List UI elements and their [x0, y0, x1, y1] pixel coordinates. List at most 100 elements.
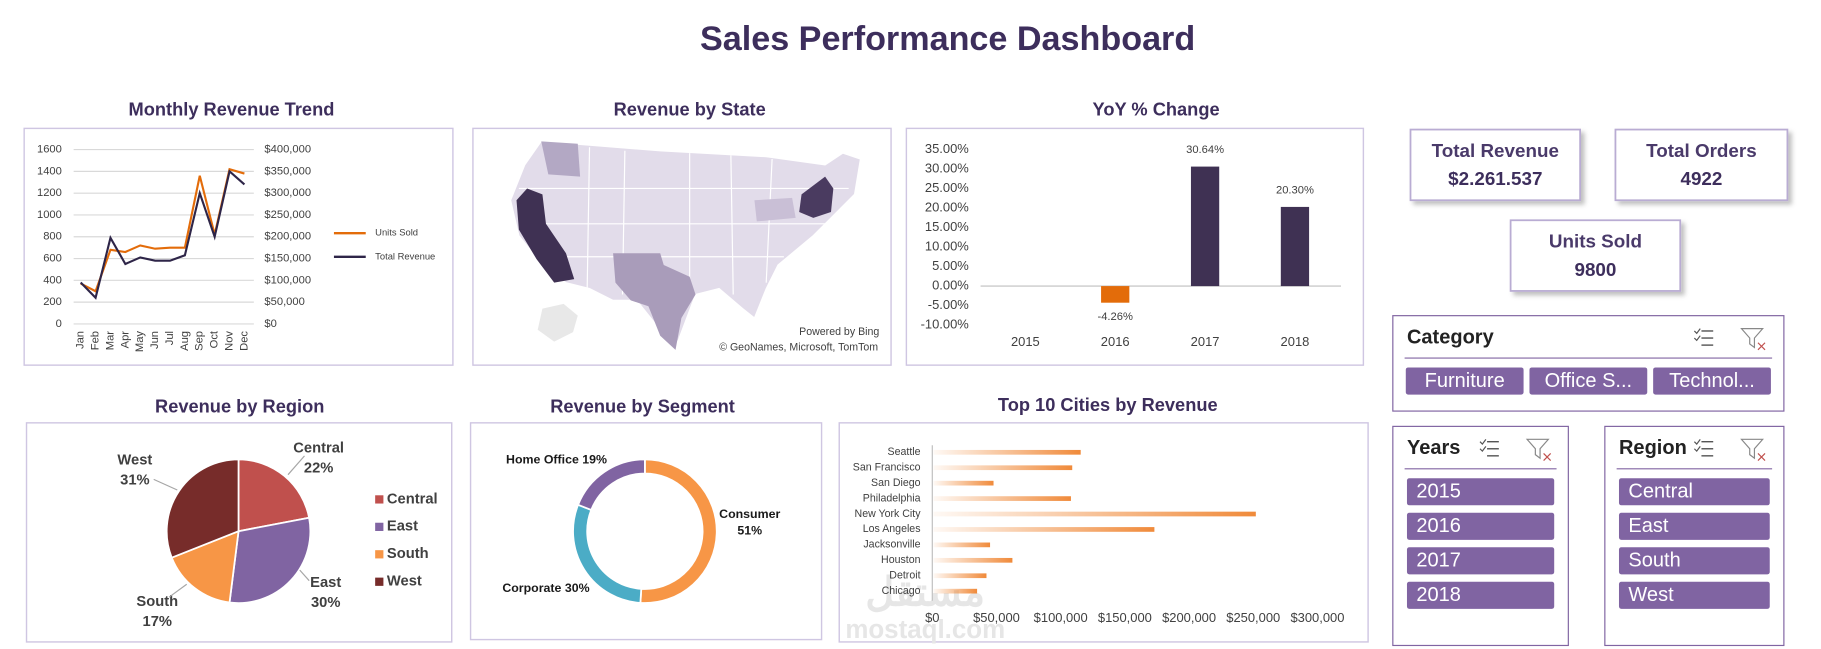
- data-label-value: 19%: [582, 453, 607, 467]
- data-label: Home Office 19%: [506, 453, 607, 467]
- bar: [933, 573, 987, 579]
- data-label-name: Home Office: [506, 453, 579, 467]
- x-tick-label: $0: [925, 610, 939, 625]
- slicer-item[interactable]: [1618, 478, 1770, 506]
- y-tick-label: New York City: [855, 508, 922, 520]
- y2-tick-label: $400,000: [264, 144, 311, 156]
- slicer: [1392, 315, 1785, 412]
- panel-title: YoY % Change: [1093, 99, 1220, 120]
- legend-label: Central: [387, 491, 438, 507]
- y-tick-label: 30.00%: [925, 161, 969, 176]
- x-tick-label: May: [134, 331, 146, 353]
- x-tick-label: Feb: [90, 331, 102, 350]
- data-label: West: [117, 452, 152, 468]
- slicer-item-label[interactable]: West: [1628, 584, 1674, 606]
- slicer-item-label[interactable]: 2017: [1416, 550, 1461, 572]
- kpi-card: [1614, 128, 1789, 202]
- slicer-item[interactable]: [1405, 367, 1524, 395]
- panel: [838, 422, 1369, 643]
- y-tick-label: -5.00%: [928, 297, 969, 312]
- x-tick-label: Dec: [238, 331, 250, 351]
- panel-title: Revenue by Segment: [550, 395, 735, 416]
- y-tick-label: Houston: [881, 554, 921, 566]
- icon-stroke: [1740, 438, 1764, 460]
- dashboard-title: Sales Performance Dashboard: [700, 20, 1195, 58]
- slicer-item[interactable]: [1529, 367, 1648, 395]
- x-tick-label: Sep: [194, 331, 206, 351]
- slice: [170, 529, 240, 604]
- slicer-item[interactable]: [1618, 581, 1770, 609]
- legend-swatch: [375, 495, 384, 504]
- slicer-item-label[interactable]: East: [1628, 515, 1668, 537]
- slicer-item[interactable]: [1406, 512, 1555, 540]
- bar: [933, 496, 1071, 501]
- y-tick-label: Philadelphia: [863, 492, 921, 504]
- y2-tick-label: $350,000: [264, 165, 311, 177]
- slicer-item-label[interactable]: 2016: [1416, 515, 1461, 537]
- bar: [933, 542, 991, 548]
- y-tick-label: 20.00%: [925, 200, 969, 215]
- kpi-value: $2.261.537: [1448, 168, 1542, 189]
- icon-stroke: [1757, 453, 1766, 461]
- map-state: [754, 197, 796, 222]
- slicer-item-label[interactable]: Technol...: [1669, 370, 1755, 392]
- panel-title: Revenue by State: [614, 99, 766, 120]
- bar: [933, 449, 1081, 455]
- slicer-item-label[interactable]: Furniture: [1425, 370, 1505, 392]
- bar: [1190, 166, 1220, 287]
- y-tick-label: 200: [43, 296, 62, 308]
- slicer-item[interactable]: [1406, 581, 1555, 609]
- y-tick-label: 1600: [37, 144, 62, 156]
- data-label: 30%: [311, 595, 340, 611]
- map-border: [586, 147, 591, 289]
- slicer-title: Region: [1619, 437, 1687, 459]
- slicer-item-label[interactable]: 2015: [1416, 481, 1461, 503]
- x-tick-label: $150,000: [1098, 610, 1152, 625]
- y-tick-label: 25.00%: [925, 180, 969, 195]
- slicer-item-label[interactable]: 2018: [1416, 584, 1461, 606]
- leader-line: [153, 478, 178, 491]
- data-label: 20.30%: [1276, 184, 1314, 196]
- legend-label: South: [387, 546, 429, 562]
- kpi-value: 4922: [1680, 168, 1722, 189]
- map-border: [730, 155, 734, 295]
- slicer-item[interactable]: [1653, 367, 1771, 395]
- slicer-item[interactable]: [1406, 547, 1555, 575]
- x-tick-label: Jun: [149, 331, 161, 349]
- slicer-item-label[interactable]: Office S...: [1545, 370, 1633, 392]
- slicer-item[interactable]: [1618, 547, 1770, 575]
- x-tick-label: Oct: [209, 330, 221, 348]
- map-state: [516, 188, 575, 283]
- bar: [933, 557, 1013, 563]
- icon-stroke: [1525, 438, 1550, 460]
- y2-tick-label: $50,000: [264, 296, 304, 308]
- icon-stroke: [1543, 453, 1552, 461]
- series-line: [79, 169, 246, 300]
- icon-stroke: [1693, 328, 1701, 342]
- map-attribution: © GeoNames, Microsoft, TomTom: [719, 341, 878, 353]
- kpi-label: Total Orders: [1646, 140, 1757, 161]
- slice: [576, 458, 646, 512]
- data-label: 51%: [737, 523, 762, 537]
- legend-swatch: [375, 577, 384, 586]
- slicer-item-label[interactable]: Central: [1628, 481, 1693, 503]
- data-label: 31%: [120, 472, 149, 488]
- y-tick-label: 1200: [37, 187, 62, 199]
- y-tick-label: Los Angeles: [863, 523, 921, 535]
- bar: [933, 588, 978, 594]
- map-border: [765, 158, 773, 283]
- icon-stroke: [1757, 342, 1766, 351]
- data-label: 30.64%: [1186, 144, 1224, 156]
- y-tick-label: San Francisco: [853, 462, 921, 474]
- x-tick-label: 2015: [1011, 334, 1040, 349]
- data-label: 22%: [304, 461, 333, 477]
- slicer-item[interactable]: [1406, 478, 1555, 506]
- slicer-item[interactable]: [1618, 512, 1770, 540]
- data-label: 17%: [143, 614, 172, 630]
- legend-label: West: [387, 574, 422, 590]
- y-tick-label: 800: [43, 231, 62, 243]
- slicer-item-label[interactable]: South: [1628, 550, 1680, 572]
- watermark: mostaql.com: [845, 616, 1005, 644]
- slice: [165, 458, 240, 559]
